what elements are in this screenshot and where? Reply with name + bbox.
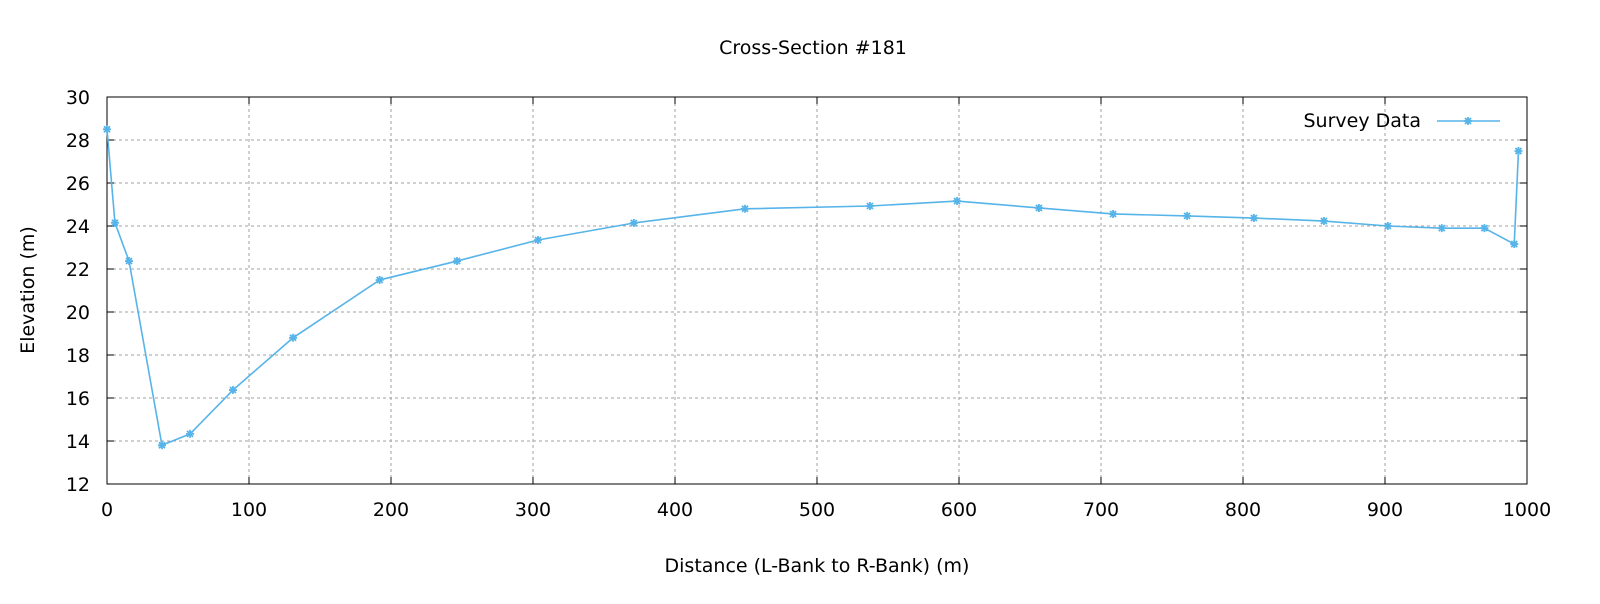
y-tick-label: 22 (66, 259, 90, 281)
grid (107, 97, 1527, 484)
x-tick-label: 200 (373, 499, 409, 521)
x-axis: 0 100 200 300 400 500 600 700 800 900 1000 (101, 97, 1551, 521)
y-axis-label: Elevation (m) (17, 226, 39, 354)
data-point (1464, 117, 1472, 125)
data-point (1510, 240, 1519, 249)
data-point (157, 441, 166, 450)
data-point (103, 125, 111, 134)
y-tick-label: 16 (66, 388, 90, 410)
x-tick-label: 1000 (1503, 499, 1551, 521)
data-point (375, 275, 384, 284)
y-tick-label: 24 (66, 216, 90, 238)
x-tick-label: 0 (101, 499, 113, 521)
data-point (1034, 203, 1043, 212)
x-tick-label: 300 (515, 499, 551, 521)
x-axis-label: Distance (L-Bank to R-Bank) (m) (665, 555, 970, 577)
data-point (1514, 146, 1523, 155)
data-point (629, 218, 638, 227)
data-point (865, 202, 874, 211)
data-point (228, 386, 237, 395)
data-point (110, 218, 119, 227)
x-tick-label: 600 (941, 499, 977, 521)
y-tick-label: 18 (66, 345, 90, 367)
data-point (741, 204, 750, 213)
y-tick-label: 20 (66, 302, 90, 324)
chart-title: Cross-Section #181 (719, 37, 907, 59)
data-point (1480, 224, 1489, 233)
data-point (1109, 209, 1118, 218)
series-line (106, 129, 1520, 447)
legend-label: Survey Data (1304, 110, 1422, 132)
legend-marker (1464, 117, 1472, 125)
x-tick-label: 400 (657, 499, 693, 521)
data-point (289, 333, 298, 342)
data-point (1249, 214, 1258, 223)
data-point (533, 235, 542, 244)
y-tick-label: 28 (66, 130, 90, 152)
data-point (1383, 222, 1392, 230)
data-point (1437, 224, 1446, 233)
data-point (953, 197, 962, 206)
x-tick-label: 900 (1367, 499, 1403, 521)
y-tick-label: 26 (66, 173, 90, 195)
x-tick-label: 500 (799, 499, 835, 521)
data-point (125, 257, 134, 266)
data-point (1319, 217, 1328, 226)
y-tick-label: 30 (66, 87, 90, 109)
y-axis: 12 14 16 18 20 22 24 26 28 30 (66, 87, 1527, 496)
legend: Survey Data (1304, 110, 1500, 132)
x-tick-label: 700 (1083, 499, 1119, 521)
x-tick-label: 800 (1225, 499, 1261, 521)
series-survey-data (103, 125, 1523, 450)
y-tick-label: 12 (66, 474, 90, 496)
data-point (186, 429, 195, 438)
data-point (453, 257, 462, 266)
data-point (1183, 211, 1192, 220)
x-tick-label: 100 (231, 499, 267, 521)
y-tick-label: 14 (66, 431, 90, 453)
